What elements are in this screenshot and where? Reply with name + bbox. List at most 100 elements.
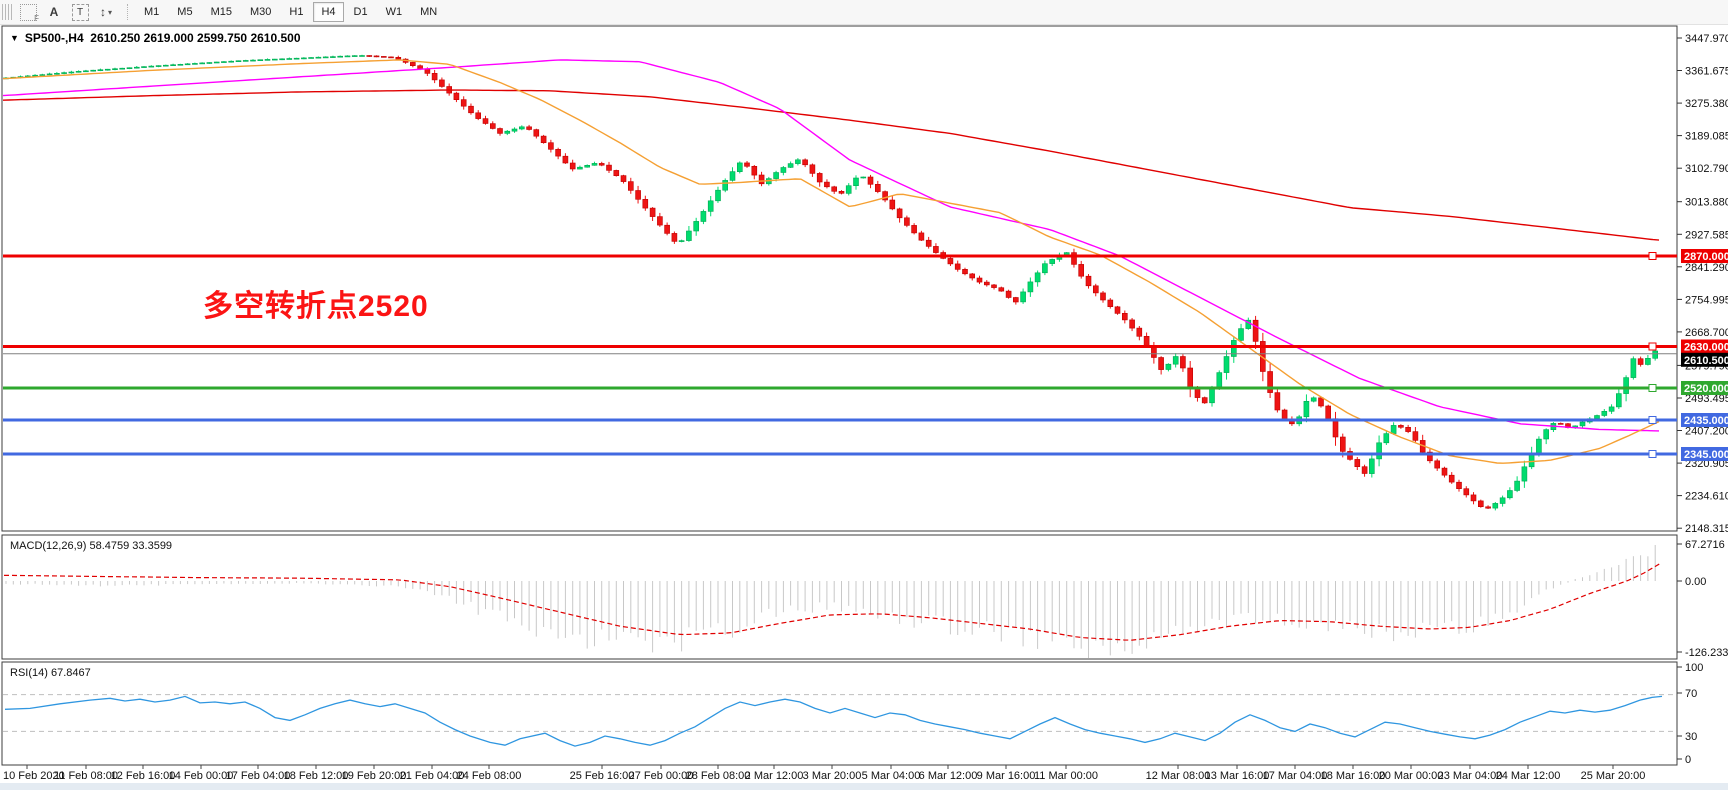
candle-bear <box>904 217 910 226</box>
candle-bull <box>242 60 249 62</box>
text-label-icon[interactable]: A <box>42 2 66 23</box>
date-tick-label: 12 Mar 08:00 <box>1146 770 1211 782</box>
hline-2435.000[interactable] <box>3 416 1677 424</box>
timeframe-button-M5[interactable]: M5 <box>169 2 200 22</box>
candle-bull <box>1608 406 1615 412</box>
candle-bull <box>97 69 104 71</box>
hline-handle[interactable] <box>1648 252 1657 260</box>
candle-bull <box>1652 350 1658 359</box>
price-label-text: 2520.000 <box>1684 383 1728 395</box>
timeframe-button-M30[interactable]: M30 <box>242 2 279 22</box>
candle-bear <box>1085 275 1092 287</box>
hline-handle[interactable] <box>1648 384 1657 392</box>
candle-bear <box>453 92 460 100</box>
candle-bear <box>1071 252 1077 265</box>
candle-bull <box>780 167 787 173</box>
candle-bear <box>1274 392 1281 411</box>
candle-bull <box>1536 438 1542 454</box>
indicator-f-icon[interactable]: F <box>16 2 40 23</box>
candle-bull <box>700 211 707 222</box>
candle-bull <box>39 74 46 76</box>
candle-bull <box>75 71 82 73</box>
dotted-grid-icon <box>19 3 37 21</box>
timeframe-button-M1[interactable]: M1 <box>136 2 167 22</box>
text-box-icon[interactable]: T <box>68 2 92 23</box>
date-tick-label: 5 Mar 04:00 <box>862 770 921 782</box>
timeframe-button-H1[interactable]: H1 <box>281 2 311 22</box>
candle-bull <box>707 200 714 212</box>
hline-2630.000[interactable] <box>3 342 1677 351</box>
chart-canvas[interactable]: 3447.970 3361.675 3275.380 3189.085 3102.790… <box>0 25 1728 790</box>
date-tick-label: 19 Feb 20:00 <box>342 770 407 782</box>
candle-bull <box>686 230 692 241</box>
candle-bull <box>264 59 271 61</box>
timeframe-button-M15[interactable]: M15 <box>203 2 240 22</box>
candle-bear <box>824 181 830 188</box>
candle-bear <box>1158 357 1164 370</box>
candle-bull <box>1499 497 1506 504</box>
candle-bull <box>163 64 169 67</box>
hline-2345.000[interactable] <box>3 450 1677 458</box>
candle-bull <box>119 67 125 70</box>
timeframe-button-W1[interactable]: W1 <box>378 2 411 22</box>
toolbar: F A T ↕ ▾ M1 M5 M15 M30 H1 H4 D1 W1 MN <box>0 0 1728 25</box>
toolbar-grip[interactable] <box>2 4 12 20</box>
candle-bull <box>155 65 162 67</box>
price-label-2345.000: 2345.000 <box>1681 447 1728 461</box>
cursor-crosshair-icon[interactable]: ↕ ▾ <box>94 2 118 23</box>
hline-handle[interactable] <box>1648 342 1657 351</box>
candle-bull <box>860 176 867 179</box>
candle-bull <box>1390 425 1397 434</box>
candle-bull <box>134 66 140 69</box>
hline-2520.000[interactable] <box>3 384 1677 392</box>
timeframe-button-MN[interactable]: MN <box>412 2 445 22</box>
candle-bear <box>1557 423 1564 425</box>
date-tick-label: 25 Mar 20:00 <box>1581 770 1646 782</box>
main-chart-panel[interactable] <box>1 25 1678 532</box>
price-label-2610.500: 2610.500 <box>1681 352 1728 367</box>
candle-bear <box>889 199 896 210</box>
candle-bear <box>642 199 649 209</box>
candle-bear <box>1093 285 1099 294</box>
hline-handle[interactable] <box>1648 450 1657 458</box>
rsi-panel[interactable] <box>1 661 1678 766</box>
date-tick-label: 17 Feb 04:00 <box>226 770 291 782</box>
candle-bull <box>90 69 96 72</box>
candle-bear <box>1441 467 1448 476</box>
candle-bull <box>1165 363 1172 370</box>
candle-bull <box>344 55 351 58</box>
candle-bull <box>61 72 67 74</box>
candle-bear <box>976 277 983 283</box>
candle-bear <box>1340 436 1346 452</box>
candle-bull <box>584 165 591 168</box>
price-tick-label: 2234.610 <box>1685 491 1728 503</box>
price-tick-label: 3189.085 <box>1685 131 1728 143</box>
macd-panel[interactable] <box>1 534 1678 660</box>
price-tick-label: 3447.970 <box>1685 33 1728 45</box>
date-tick-label: 11 Feb 08:00 <box>54 770 118 782</box>
candle-bull <box>729 171 736 181</box>
timeframe-button-H4[interactable]: H4 <box>313 2 344 22</box>
price-label-text: 2630.000 <box>1684 342 1728 354</box>
hline-handle[interactable] <box>1648 416 1657 424</box>
chart-text-annotation[interactable]: 多空转折点2520 <box>203 290 429 323</box>
candle-bear <box>482 118 489 124</box>
candle-bear <box>1405 426 1411 432</box>
price-tick-label: 2493.495 <box>1685 393 1728 405</box>
candle-bull <box>1238 328 1244 341</box>
price-axis[interactable]: 3447.970 3361.675 3275.380 3189.085 3102.790… <box>1677 33 1728 535</box>
hline-2870.000[interactable] <box>3 252 1677 260</box>
candle-bull <box>68 71 75 74</box>
date-tick-label: 28 Feb 08:00 <box>686 770 751 782</box>
timeframe-button-D1[interactable]: D1 <box>346 2 376 22</box>
macd-axis[interactable]: 67.2716 0.00 -126.233 <box>1677 539 1728 659</box>
candle-bear <box>882 191 888 201</box>
candle-bear <box>475 112 482 119</box>
candle-bull <box>1623 377 1629 394</box>
rsi-axis[interactable]: 100 70 30 0 <box>1677 662 1703 766</box>
candle-bear <box>657 216 663 226</box>
symbol-dropdown-arrow-icon[interactable]: ▼ <box>10 33 19 43</box>
candle-bear <box>1136 327 1143 337</box>
candle-bear <box>569 162 576 170</box>
